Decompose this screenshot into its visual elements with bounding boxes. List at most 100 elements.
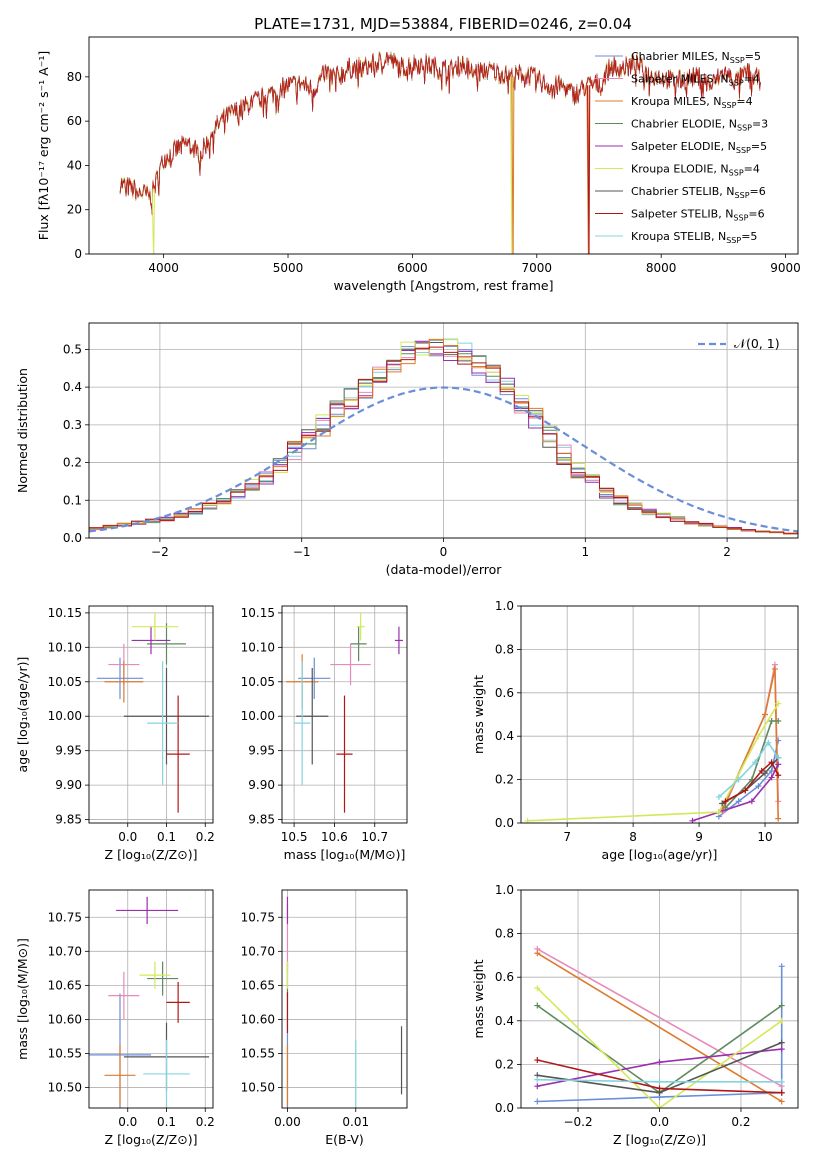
plot-area	[534, 945, 785, 1108]
legend-entry: Kroupa ELODIE, NSSP=4	[631, 163, 760, 178]
legend-text: Kroupa STELIB, N	[631, 230, 726, 243]
y-tick-label: 60	[67, 114, 82, 128]
x-axis-label: mass [log₁₀(M/M⊙)]	[284, 847, 406, 862]
legend-entry: Salpeter MILES, NSSP=4	[631, 73, 760, 88]
y-tick-label: 40	[67, 158, 82, 172]
x-tick-label: 10	[757, 830, 772, 844]
axes-frame	[520, 605, 799, 824]
data-point	[771, 665, 778, 672]
data-point	[742, 787, 749, 794]
data-point	[762, 770, 769, 777]
y-tick-label: 10.50	[48, 1081, 82, 1095]
y-tick-label: 20	[67, 203, 82, 217]
panel-mass-age: 10.5 10.6 10.7 9.85 9.90 9.95 10.00 10.05 10.10 1…	[241, 605, 408, 862]
y-tick-label: 10.65	[48, 978, 82, 992]
axes-frame	[88, 889, 214, 1109]
legend-subscript: SSP	[737, 124, 752, 133]
legend-text: =5	[745, 50, 761, 63]
y-tick-label: 10.55	[48, 1047, 82, 1061]
plot-area	[119, 51, 761, 254]
y-axis-label: age [log₁₀(age/yr)]	[15, 657, 30, 773]
data-point	[775, 754, 782, 761]
x-tick-label: 0.2	[731, 1115, 750, 1129]
y-axis-label: mass [log₁₀(M/M⊙)]	[15, 938, 30, 1060]
data-point	[775, 700, 782, 707]
x-tick-label: 10.7	[361, 830, 388, 844]
data-point	[534, 950, 541, 957]
data-point	[534, 1098, 541, 1105]
y-axis-label: mass weight	[471, 959, 486, 1038]
x-tick-label: 0.1	[157, 830, 176, 844]
y-tick-label: 9.95	[248, 744, 275, 758]
x-tick-label: 0.0	[118, 830, 137, 844]
series-line	[721, 668, 779, 819]
histogram-step	[89, 346, 798, 535]
data-point	[778, 1017, 785, 1024]
y-tick-label: 10.65	[241, 978, 275, 992]
series-line	[536, 948, 783, 1087]
series-line	[537, 966, 783, 1103]
y-tick-label: 10.00	[241, 709, 275, 723]
plot-area	[96, 612, 210, 813]
x-axis-label: Z [log₁₀(Z/Z⊙)]	[105, 847, 198, 862]
axes-frame	[88, 36, 799, 255]
legend-entry: Salpeter STELIB, NSSP=6	[631, 208, 765, 223]
data-point	[715, 809, 722, 816]
y-tick-label: 10.60	[48, 1012, 82, 1026]
x-axis-label: Z [log₁₀(Z/Z⊙)]	[105, 1132, 198, 1147]
y-tick-label: 0.6	[495, 686, 514, 700]
y-tick-label: 9.95	[55, 744, 82, 758]
x-tick-label: 9000	[770, 261, 801, 275]
legend-normal: 𝒩(0, 1)	[698, 336, 780, 351]
x-tick-label: 7000	[522, 261, 553, 275]
legend-subscript: SSP	[729, 79, 744, 88]
data-point	[775, 761, 782, 768]
legend-entry: Kroupa MILES, NSSP=4	[631, 95, 753, 110]
y-axis-label: Normed distribution	[15, 368, 30, 493]
y-tick-label: 10.55	[241, 1047, 275, 1061]
y-axis-label: mass weight	[471, 675, 486, 754]
plot-area	[89, 896, 210, 1108]
legend-entry: Chabrier STELIB, NSSP=6	[631, 185, 766, 200]
legend-text: Kroupa MILES, N	[631, 95, 721, 108]
spectrum-dropout	[587, 85, 591, 254]
y-tick-label: 10.70	[241, 944, 275, 958]
y-tick-label: 10.10	[48, 640, 82, 654]
data-point	[778, 1039, 785, 1046]
y-tick-label: 0.3	[63, 418, 82, 432]
data-point	[748, 798, 755, 805]
legend-text: =4	[736, 95, 752, 108]
y-tick-label: 9.85	[55, 813, 82, 827]
data-point	[778, 1046, 785, 1053]
y-tick-label: 0.2	[495, 773, 514, 787]
data-point	[778, 1078, 785, 1085]
x-tick-label: 0.01	[342, 1115, 369, 1129]
y-tick-label: 0.0	[63, 531, 82, 545]
data-point	[775, 718, 782, 725]
y-tick-label: 10.05	[48, 675, 82, 689]
y-tick-label: 10.60	[241, 1012, 275, 1026]
data-point	[775, 815, 782, 822]
x-tick-label: 1	[581, 545, 589, 559]
y-axis-label: Flux [fλ10⁻¹⁷ erg cm⁻² s⁻¹ A⁻¹]	[36, 51, 51, 240]
legend-text: =4	[744, 73, 760, 86]
data-point	[656, 1085, 663, 1092]
plot-area	[89, 338, 798, 535]
x-tick-label: 0	[440, 545, 448, 559]
x-tick-label: 0.2	[196, 1115, 215, 1129]
data-point	[765, 739, 772, 746]
axes-frame	[281, 889, 408, 1109]
data-point	[735, 776, 742, 783]
x-axis-label: (data-model)/error	[386, 562, 503, 577]
legend-text: Chabrier ELODIE, N	[631, 118, 737, 131]
data-point	[755, 783, 762, 790]
x-tick-label: 6000	[397, 261, 428, 275]
legend-subscript: SSP	[736, 146, 751, 155]
legend-text: Kroupa ELODIE, N	[631, 163, 729, 176]
y-tick-label: 0.4	[495, 1014, 514, 1028]
data-point	[534, 1002, 541, 1009]
x-tick-label: 10.5	[281, 830, 308, 844]
data-point	[778, 1089, 785, 1096]
x-axis-label: Z [log₁₀(Z/Z⊙)]	[613, 1132, 706, 1147]
